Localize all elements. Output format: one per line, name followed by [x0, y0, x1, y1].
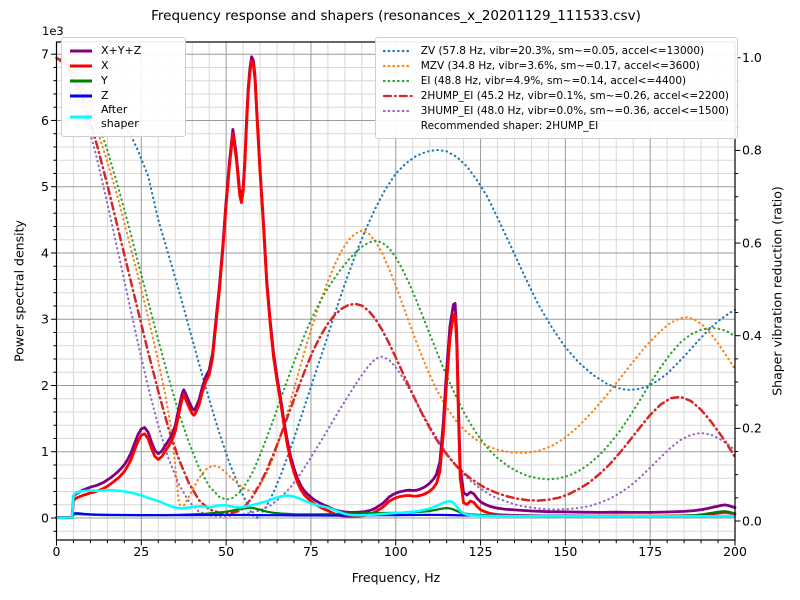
y-left-tick-label: 0: [41, 510, 49, 525]
legend-item: 3HUMP_EI (48.0 Hz, vibr=0.0%, sm~=0.36, …: [382, 103, 729, 118]
legend-line-swatch: [70, 64, 92, 67]
legend-item: 2HUMP_EI (45.2 Hz, vibr=0.1%, sm~=0.26, …: [382, 88, 729, 103]
legend-line-swatch: [382, 109, 413, 112]
series-zv: [55, 56, 737, 520]
x-tick-label: 25: [133, 544, 149, 559]
legend-item-label: 2HUMP_EI (45.2 Hz, vibr=0.1%, sm~=0.26, …: [420, 89, 729, 102]
x-axis-label: Frequency, Hz: [351, 570, 441, 585]
series-mzv: [55, 56, 737, 511]
x-tick-label: 50: [218, 544, 234, 559]
legend-line-swatch: [70, 49, 92, 52]
legend-line-swatch: [70, 94, 92, 97]
legend-item-label: After shaper: [101, 103, 139, 130]
y-left-tick-label: 3: [41, 312, 49, 327]
legend-item: After shaper: [69, 103, 177, 131]
y-right-tick-labels: 0.0 0.2 0.4 0.6 0.8 1.0: [742, 50, 762, 528]
y-right-tick-label: 0.6: [742, 235, 762, 250]
x-tick-label: 200: [723, 544, 747, 559]
x-tick-label: 175: [638, 544, 662, 559]
y-right-tick-label: 0.4: [742, 328, 762, 343]
legend-line-swatch: [382, 94, 413, 97]
legend-line-swatch: [382, 64, 413, 67]
legend-item-label: EI (48.8 Hz, vibr=4.9%, sm~=0.14, accel<…: [420, 74, 687, 87]
chart-title: Frequency response and shapers (resonanc…: [151, 8, 641, 24]
legend-psd: X+Y+Z X Y Z After shaper: [61, 37, 186, 137]
x-tick-label: 125: [469, 544, 493, 559]
y-right-tick-label: 0.8: [742, 143, 762, 158]
y-left-tick-label: 2: [41, 378, 49, 393]
x-tick-label: 150: [553, 544, 577, 559]
y-left-tick-label: 4: [41, 245, 49, 260]
x-tick-label: 100: [384, 544, 408, 559]
legend-item-label: X: [101, 58, 109, 72]
y-right-tick-label: 1.0: [742, 50, 762, 65]
legend-footer: Recommended shaper: 2HUMP_EI: [383, 118, 729, 133]
legend-line-swatch: [382, 49, 413, 52]
legend-item: X+Y+Z: [69, 43, 177, 58]
curves: [55, 55, 737, 520]
legend-item: MZV (34.8 Hz, vibr=3.6%, sm~=0.17, accel…: [382, 58, 729, 73]
legend-line-swatch: [382, 79, 413, 82]
legend-item-label: ZV (57.8 Hz, vibr=20.3%, sm~=0.05, accel…: [420, 44, 705, 57]
legend-line-swatch: [70, 115, 92, 119]
series-after-shaper: [55, 488, 737, 519]
series-2hump_ei: [55, 56, 737, 515]
legend-item-label: 3HUMP_EI (48.0 Hz, vibr=0.0%, sm~=0.36, …: [420, 104, 729, 117]
x-tick-labels: 0 25 50 75 100 125 150 175 200: [53, 544, 747, 559]
series-x: [55, 59, 737, 520]
y-axis-offset-text: 1e3: [42, 24, 64, 38]
legend-item-label: MZV (34.8 Hz, vibr=3.6%, sm~=0.17, accel…: [420, 59, 700, 72]
y-right-tick-label: 0.0: [742, 513, 762, 528]
series-ei: [55, 56, 737, 501]
x-tick-label: 0: [53, 544, 61, 559]
series-3hump_ei: [55, 56, 737, 518]
legend-shapers: ZV (57.8 Hz, vibr=20.3%, sm~=0.05, accel…: [374, 37, 738, 139]
legend-item-label: Y: [101, 73, 108, 87]
x-tick-label: 75: [303, 544, 319, 559]
recommended-shaper-text: Recommended shaper: 2HUMP_EI: [420, 119, 599, 132]
y-left-tick-label: 6: [41, 113, 49, 128]
legend-item: Y: [69, 73, 177, 88]
axis-ticks: [51, 53, 741, 546]
legend-item-label: X+Y+Z: [101, 43, 142, 57]
series-x-y-z: [55, 55, 737, 519]
y-left-tick-label: 7: [41, 46, 49, 61]
legend-item: ZV (57.8 Hz, vibr=20.3%, sm~=0.05, accel…: [382, 43, 729, 58]
legend-item: EI (48.8 Hz, vibr=4.9%, sm~=0.14, accel<…: [382, 73, 729, 88]
legend-item-label: Z: [101, 88, 109, 102]
y-left-tick-labels: 0 1 2 3 4 5 6 7: [41, 46, 49, 525]
legend-item: X: [69, 58, 177, 73]
y-left-tick-label: 5: [41, 179, 49, 194]
y-right-tick-label: 0.2: [742, 421, 762, 436]
y-left-tick-label: 1: [41, 444, 49, 459]
legend-line-swatch: [70, 79, 92, 82]
legend-item: Z: [69, 88, 177, 103]
